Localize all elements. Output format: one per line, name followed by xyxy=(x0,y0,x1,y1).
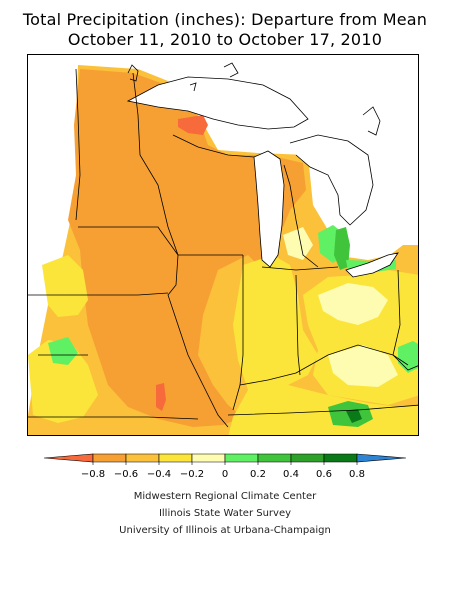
region-dark-orange-north xyxy=(68,69,306,427)
region-yellow-west xyxy=(42,255,88,317)
legend-color-cell xyxy=(92,453,127,463)
legend-tick-label: 0.6 xyxy=(316,469,332,480)
legend-tick-label: −0.2 xyxy=(180,469,204,480)
region-yellow-indiana xyxy=(233,255,318,395)
legend-tick-label: 0 xyxy=(222,469,228,480)
region-pale-yellow-mi xyxy=(283,227,313,260)
legend-color-cell xyxy=(257,453,292,463)
lake-michigan xyxy=(254,151,284,267)
region-pale-yellow-se xyxy=(328,345,398,387)
region-green-detroit xyxy=(334,227,350,270)
legend-tick-label: 0.4 xyxy=(283,469,299,480)
region-darkgreen-south xyxy=(346,409,362,423)
legend-color-cell xyxy=(356,453,407,463)
credit-line-3: University of Illinois at Urbana-Champai… xyxy=(119,525,331,536)
lake-outlines xyxy=(126,62,399,278)
legend-tick-label: −0.4 xyxy=(147,469,171,480)
legend-color-cell xyxy=(323,453,358,463)
region-yellow-sw xyxy=(28,340,98,423)
map-title-line-1: Total Precipitation (inches): Departure … xyxy=(22,10,428,29)
legend-color-cell xyxy=(191,453,226,463)
legend-color-cell xyxy=(158,453,193,463)
legend-color-cell xyxy=(290,453,325,463)
legend-tick-label: 0.8 xyxy=(349,469,365,480)
map-title-line-2: October 11, 2010 to October 17, 2010 xyxy=(67,30,383,49)
color-legend: −0.8 −0.6 −0.4 −0.2 0 0.2 0.4 0.6 0.8 xyxy=(43,453,407,480)
legend-color-cell xyxy=(224,453,259,463)
lake-superior xyxy=(128,77,308,129)
legend-color-cell xyxy=(43,453,94,463)
region-red-orange-mo xyxy=(156,383,166,411)
legend-tick-label: −0.6 xyxy=(114,469,138,480)
precipitation-map xyxy=(27,54,419,436)
state-boundaries xyxy=(28,68,418,428)
legend-color-cell xyxy=(125,453,160,463)
map-svg xyxy=(28,55,418,435)
lake-erie xyxy=(346,253,398,277)
region-pale-yellow-ohio xyxy=(318,283,388,325)
legend-tick-label: −0.8 xyxy=(81,469,105,480)
region-green-west xyxy=(48,337,78,365)
credit-line-2: Illinois State Water Survey xyxy=(158,508,292,519)
region-red-orange-up xyxy=(178,115,208,135)
legend-tick-label: 0.2 xyxy=(250,469,266,480)
region-yellow-kentucky xyxy=(228,385,418,435)
credit-line-1: Midwestern Regional Climate Center xyxy=(133,491,317,502)
canada-area xyxy=(118,55,418,255)
